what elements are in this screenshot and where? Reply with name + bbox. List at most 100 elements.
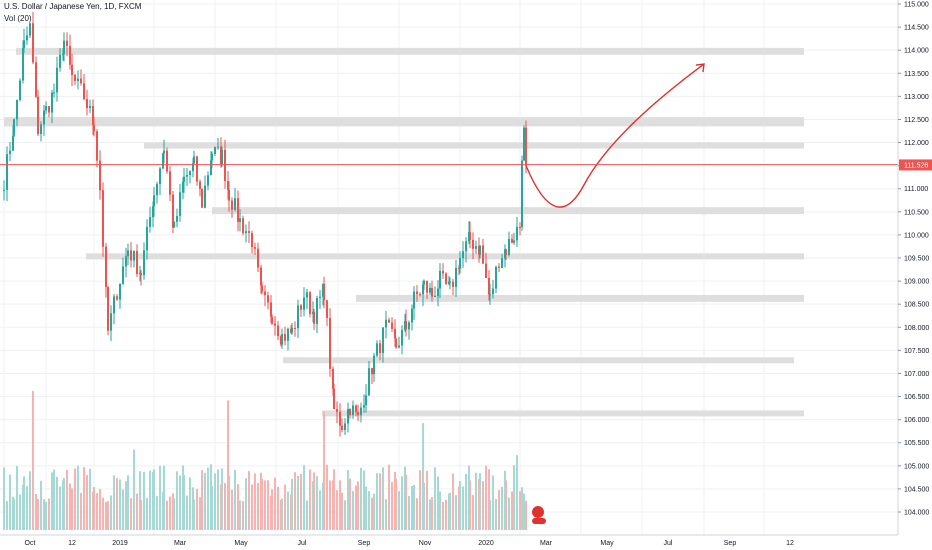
candle-body [29,23,31,36]
time-axis[interactable]: Oct 12 2019 Mar May Jul Sep Nov 2020 Mar May Jul Sep… [0,534,898,550]
volume-bar [376,473,378,530]
candle-body [459,258,461,269]
candle-body [119,283,121,300]
volume-bar [74,468,76,530]
forecast-path [525,63,705,208]
volume-bar [485,465,487,530]
candle-body [423,280,425,285]
volume-bar [395,478,397,530]
volume-bar [523,493,525,530]
candle-body [149,217,151,227]
candle-body [169,171,171,195]
candle-body [395,338,397,348]
price-tick-label: 105.500 [904,440,929,447]
price-tick-label: 114.000 [904,48,929,55]
candle-body [113,296,115,314]
volume-bar [45,501,47,530]
volume-bar [23,476,25,530]
price-tick-label: 108.000 [904,325,929,332]
candle-body [332,368,334,389]
price-tick-label: 105.000 [904,463,929,470]
candle-body [287,328,289,341]
volume-bar [449,492,451,530]
price-tick-label: 106.000 [904,417,929,424]
volume-bar [214,473,216,530]
volume-bar [221,468,223,530]
volume-bar [227,400,229,530]
volume-bar [469,480,471,530]
price-axis-bg [898,0,932,550]
volume-bar [382,467,384,530]
volume-bar [344,500,346,530]
candlesticks [3,12,527,437]
time-tick-label: Jul [298,540,307,547]
candle-body [373,355,375,375]
candle-body [99,160,101,191]
volume-bar [86,474,88,530]
candle-body [69,46,71,65]
candle-body [329,318,331,369]
time-tick-label: Mar [540,540,553,547]
time-tick-label: Oct [25,540,36,547]
volume-bar [193,499,195,530]
volume-bar [371,497,373,530]
candle-body [40,124,42,135]
volume-bar [217,469,219,530]
volume-bar [169,496,171,530]
volume-bar [149,470,151,530]
candle-body [525,127,527,166]
price-axis[interactable]: 104.000 104.500 105.000 105.500 106.000 106.5… [897,0,932,550]
candle-body [303,297,305,310]
candle-body [207,175,209,186]
candle-body [234,198,236,210]
price-tick-label: 114.500 [904,25,929,32]
volume-bar [93,486,95,530]
candle-body [462,251,464,259]
price-tick-label: 112.500 [904,117,929,124]
last-price-badge-text: 111.526 [904,162,928,169]
candle-body [442,271,444,274]
volume-bar [48,498,50,530]
candle-body [228,190,230,201]
candle-body [110,313,112,331]
volume-bar [300,474,302,530]
candle-body [251,232,253,248]
volume-bar [513,465,515,530]
volume-bar [405,474,407,530]
candle-body [316,297,318,324]
candle-body [159,168,161,184]
price-tick-label: 107.500 [904,348,929,355]
candle-body [176,215,178,222]
volume-bar [303,465,305,530]
price-tick-label: 108.500 [904,302,929,309]
price-tick-label: 104.500 [904,486,929,493]
candle-body [511,238,513,243]
volume-bar [357,481,359,530]
candle-body [201,189,203,208]
candle-body [270,302,272,317]
candle-body [105,246,107,288]
candle-body [182,181,184,193]
candle-body [365,395,367,406]
candle-body [210,160,212,176]
volume-bar [271,489,273,530]
candle-body [96,131,98,161]
volume-bar [291,478,293,530]
candle-body [319,296,321,298]
candle-body [37,96,39,135]
volume-bar [505,480,507,530]
candle-body [326,300,328,319]
candle-body [333,388,335,410]
candle-body [9,150,11,155]
candle-body [344,423,346,431]
volume-bar [51,472,53,530]
symbol-title: U.S. Dollar / Japanese Yen, 1D, FXCM [4,2,142,11]
candle-body [107,287,109,331]
volume-bar [360,467,362,530]
time-tick-label: 12 [68,540,76,547]
volume-bar [261,478,263,530]
volume-bar [519,491,521,530]
volume-bar [163,465,165,530]
candle-body [189,171,191,175]
